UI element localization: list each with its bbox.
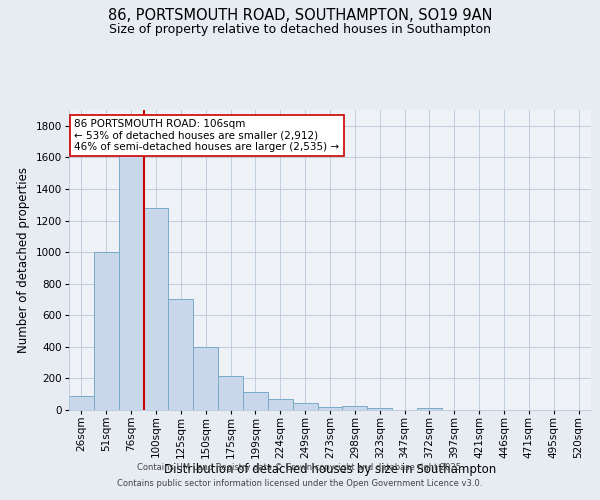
Bar — [317, 407, 343, 410]
Bar — [343, 406, 367, 410]
Y-axis label: Number of detached properties: Number of detached properties — [17, 167, 30, 353]
X-axis label: Distribution of detached houses by size in Southampton: Distribution of detached houses by size … — [164, 463, 496, 476]
Bar — [94, 252, 119, 410]
Bar — [367, 408, 392, 410]
Bar — [243, 392, 268, 410]
Bar — [143, 208, 169, 410]
Bar — [417, 408, 442, 410]
Text: Contains public sector information licensed under the Open Government Licence v3: Contains public sector information licen… — [118, 478, 482, 488]
Bar — [268, 399, 293, 410]
Bar — [193, 347, 218, 410]
Text: 86 PORTSMOUTH ROAD: 106sqm
← 53% of detached houses are smaller (2,912)
46% of s: 86 PORTSMOUTH ROAD: 106sqm ← 53% of deta… — [74, 119, 340, 152]
Bar — [169, 300, 193, 410]
Text: Contains HM Land Registry data © Crown copyright and database right 2025.: Contains HM Land Registry data © Crown c… — [137, 464, 463, 472]
Text: 86, PORTSMOUTH ROAD, SOUTHAMPTON, SO19 9AN: 86, PORTSMOUTH ROAD, SOUTHAMPTON, SO19 9… — [108, 8, 492, 22]
Bar — [69, 396, 94, 410]
Bar — [119, 126, 143, 410]
Bar — [218, 376, 243, 410]
Bar — [293, 403, 317, 410]
Text: Size of property relative to detached houses in Southampton: Size of property relative to detached ho… — [109, 22, 491, 36]
